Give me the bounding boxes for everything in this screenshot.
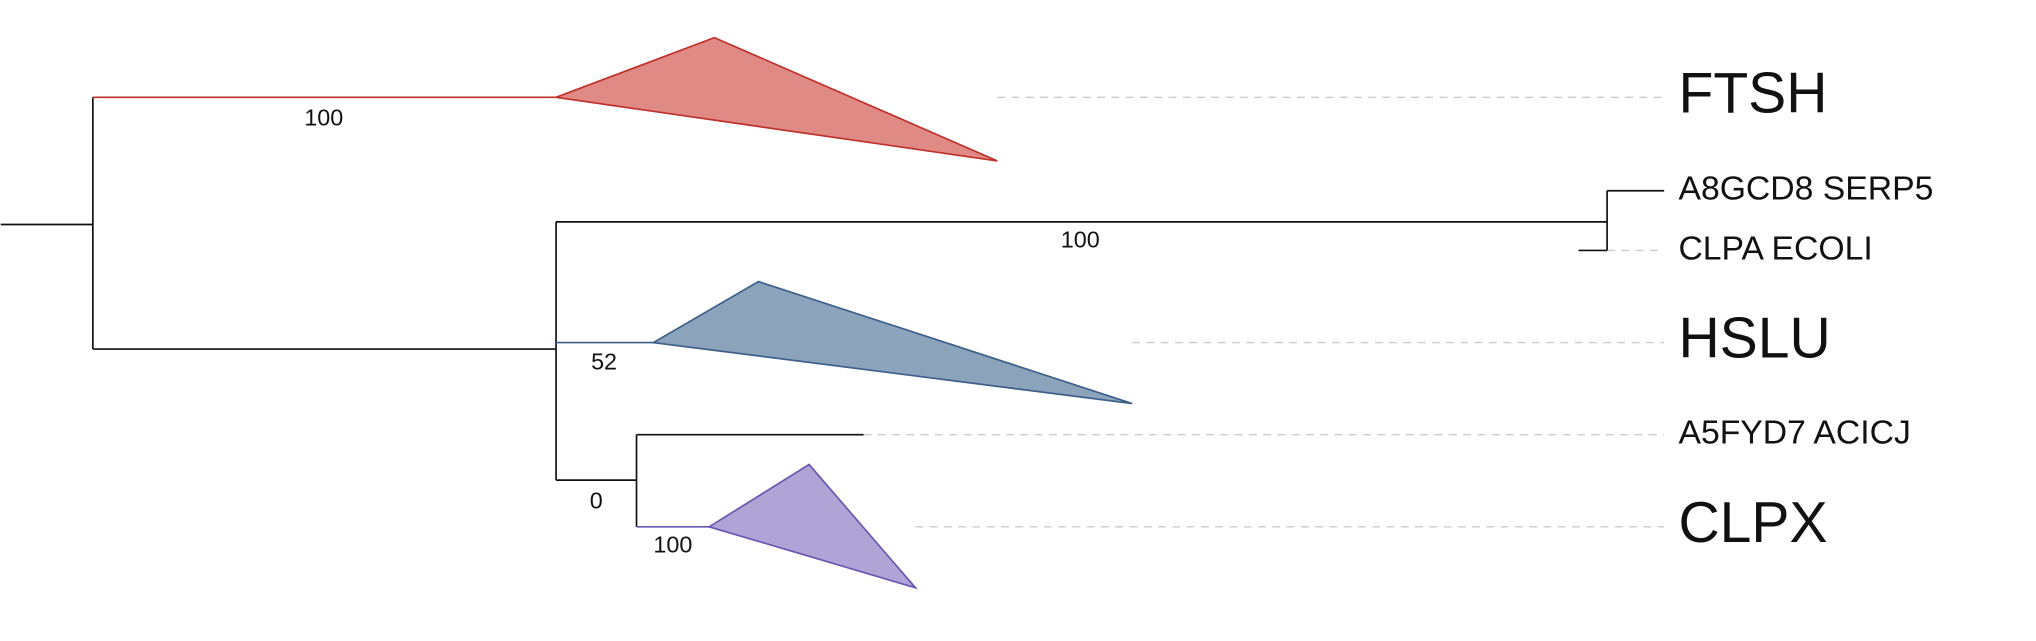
guides <box>863 96 1665 528</box>
leaf-label: HSLU <box>1678 307 1830 371</box>
clade-clpx <box>707 463 919 590</box>
leaf-label: CLPA ECOLI <box>1678 229 1872 267</box>
bootstrap: 100 <box>1061 227 1100 253</box>
bootstrap: 0 <box>590 487 603 513</box>
branches <box>0 96 1665 528</box>
leaf-label: A8GCD8 SERP5 <box>1678 170 1933 208</box>
leaf-label: A5FYD7 ACICJ <box>1678 414 1910 452</box>
bootstrap: 52 <box>591 348 617 374</box>
bootstrap: 100 <box>653 531 692 557</box>
clade-hslu <box>650 280 1133 405</box>
bootstrap: 100 <box>304 105 343 131</box>
leaf-label: CLPX <box>1678 491 1827 555</box>
clade-ftsh <box>555 36 998 162</box>
leaf-label: FTSH <box>1678 61 1827 125</box>
